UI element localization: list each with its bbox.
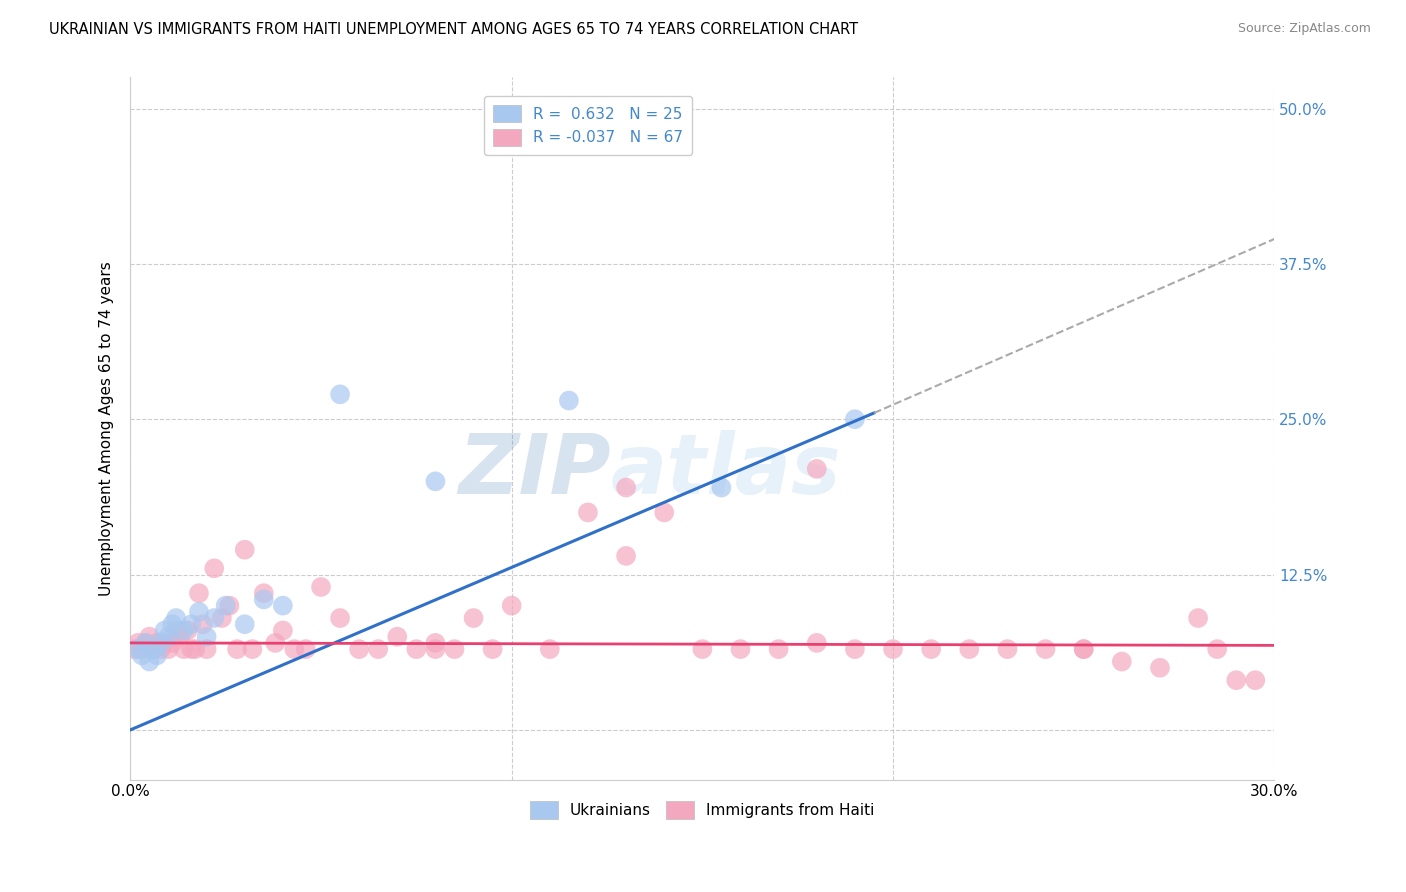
Point xyxy=(271,624,294,638)
Point xyxy=(710,481,733,495)
Point xyxy=(142,642,165,657)
Point xyxy=(149,642,172,657)
Point xyxy=(997,642,1019,657)
Point xyxy=(142,642,165,657)
Point xyxy=(576,505,599,519)
Point xyxy=(146,636,169,650)
Point xyxy=(131,642,153,657)
Point xyxy=(920,642,942,657)
Text: Source: ZipAtlas.com: Source: ZipAtlas.com xyxy=(1237,22,1371,36)
Point xyxy=(692,642,714,657)
Point xyxy=(957,642,980,657)
Point xyxy=(226,642,249,657)
Point xyxy=(218,599,240,613)
Point xyxy=(138,655,160,669)
Point xyxy=(165,611,187,625)
Point xyxy=(652,505,675,519)
Point xyxy=(173,624,195,638)
Text: UKRAINIAN VS IMMIGRANTS FROM HAITI UNEMPLOYMENT AMONG AGES 65 TO 74 YEARS CORREL: UKRAINIAN VS IMMIGRANTS FROM HAITI UNEMP… xyxy=(49,22,858,37)
Point xyxy=(387,630,409,644)
Point xyxy=(806,636,828,650)
Point xyxy=(405,642,427,657)
Point xyxy=(149,636,172,650)
Point xyxy=(443,642,465,657)
Point xyxy=(157,642,180,657)
Point xyxy=(1073,642,1095,657)
Point xyxy=(264,636,287,650)
Point xyxy=(162,636,184,650)
Point xyxy=(211,611,233,625)
Text: ZIP: ZIP xyxy=(458,430,610,511)
Y-axis label: Unemployment Among Ages 65 to 74 years: Unemployment Among Ages 65 to 74 years xyxy=(100,261,114,596)
Point xyxy=(1073,642,1095,657)
Point xyxy=(283,642,305,657)
Point xyxy=(329,611,352,625)
Legend: Ukrainians, Immigrants from Haiti: Ukrainians, Immigrants from Haiti xyxy=(524,795,880,824)
Point xyxy=(162,617,184,632)
Point xyxy=(253,586,276,600)
Point xyxy=(1206,642,1229,657)
Point xyxy=(844,642,866,657)
Point xyxy=(1035,642,1057,657)
Point xyxy=(1187,611,1209,625)
Point xyxy=(157,630,180,644)
Point xyxy=(309,580,332,594)
Point xyxy=(253,592,276,607)
Point xyxy=(153,624,176,638)
Point xyxy=(730,642,752,657)
Point xyxy=(215,599,238,613)
Point xyxy=(882,642,904,657)
Point xyxy=(614,549,637,563)
Point xyxy=(233,542,256,557)
Point xyxy=(844,412,866,426)
Point xyxy=(127,636,149,650)
Point xyxy=(146,648,169,663)
Point xyxy=(188,605,211,619)
Point xyxy=(425,642,447,657)
Point xyxy=(806,462,828,476)
Point xyxy=(138,630,160,644)
Point xyxy=(614,481,637,495)
Point xyxy=(180,642,202,657)
Point xyxy=(127,642,149,657)
Point xyxy=(191,617,214,632)
Text: atlas: atlas xyxy=(610,430,841,511)
Point xyxy=(135,636,157,650)
Point xyxy=(202,611,225,625)
Point xyxy=(188,586,211,600)
Point xyxy=(173,642,195,657)
Point xyxy=(135,636,157,650)
Point xyxy=(538,642,561,657)
Point xyxy=(425,475,447,489)
Point xyxy=(481,642,503,657)
Point xyxy=(195,642,218,657)
Point xyxy=(367,642,389,657)
Point xyxy=(1225,673,1247,688)
Point xyxy=(176,624,198,638)
Point xyxy=(347,642,370,657)
Point xyxy=(558,393,581,408)
Point xyxy=(1149,661,1171,675)
Point xyxy=(202,561,225,575)
Point xyxy=(271,599,294,613)
Point xyxy=(131,648,153,663)
Point xyxy=(1244,673,1267,688)
Point xyxy=(768,642,790,657)
Point xyxy=(1111,655,1133,669)
Point xyxy=(425,636,447,650)
Point xyxy=(195,630,218,644)
Point xyxy=(233,617,256,632)
Point xyxy=(169,630,191,644)
Point xyxy=(463,611,485,625)
Point xyxy=(329,387,352,401)
Point xyxy=(294,642,316,657)
Point xyxy=(165,624,187,638)
Point xyxy=(153,636,176,650)
Point xyxy=(184,642,207,657)
Point xyxy=(122,642,145,657)
Point xyxy=(240,642,263,657)
Point xyxy=(180,617,202,632)
Point xyxy=(501,599,523,613)
